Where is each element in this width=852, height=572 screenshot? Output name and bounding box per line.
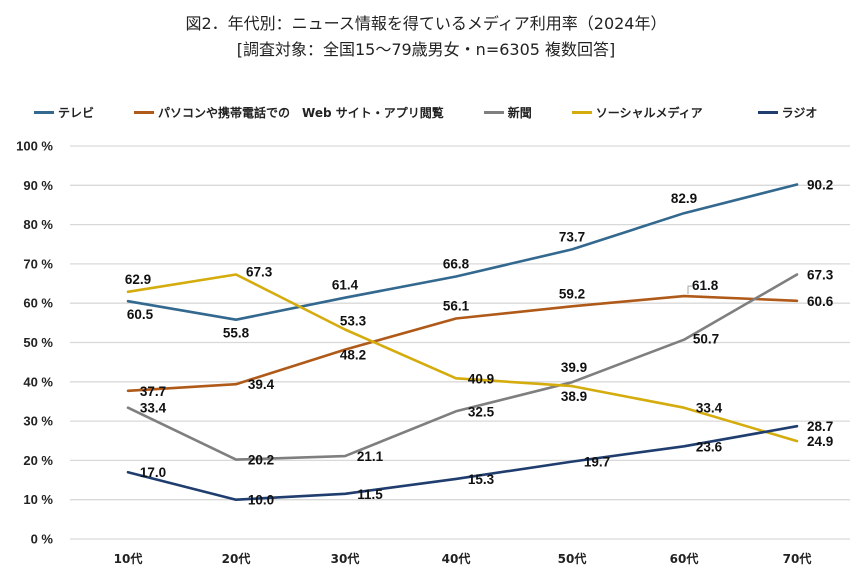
y-tick-label: 10 % <box>23 492 53 507</box>
y-tick-label: 30 % <box>23 414 53 429</box>
chart-title: 図2．年代別：ニュース情報を得ているメディア利用率（2024年） <box>185 14 667 33</box>
y-tick-label: 40 % <box>23 374 53 389</box>
data-label: 33.4 <box>140 401 167 416</box>
data-label: 38.9 <box>561 389 587 404</box>
y-tick-label: 80 % <box>23 217 53 232</box>
data-label: 61.8 <box>692 278 719 293</box>
legend-label-social: ソーシャルメディア <box>595 105 703 120</box>
x-tick-label: 10代 <box>114 551 143 566</box>
legend-item-web: パソコンや携帯電話での Web サイト・アプリ閲覧 <box>134 104 444 121</box>
x-tick-label: 70代 <box>783 551 812 566</box>
x-tick-label: 40代 <box>442 551 471 566</box>
data-label: 66.8 <box>443 256 470 271</box>
data-label: 19.7 <box>584 455 610 470</box>
legend-label-radio: ラジオ <box>781 105 818 120</box>
y-tick-label: 90 % <box>23 178 53 193</box>
data-label: 67.3 <box>246 265 273 280</box>
x-tick-label: 60代 <box>670 551 699 566</box>
data-label: 61.4 <box>332 278 359 293</box>
data-label: 28.7 <box>807 419 833 434</box>
series-line-2 <box>126 273 799 461</box>
data-label: 39.4 <box>248 377 275 392</box>
data-label: 56.1 <box>443 299 470 314</box>
legend-swatch-web <box>134 110 155 114</box>
chart-subtitle: [調査対象：全国15～79歳男女・n=6305 複数回答] <box>236 40 616 59</box>
data-label: 59.2 <box>559 286 585 301</box>
data-label: 55.8 <box>223 326 250 341</box>
legend-label-tv: テレビ <box>58 105 95 120</box>
y-tick-label: 20 % <box>23 453 53 468</box>
data-label: 90.2 <box>807 178 833 193</box>
data-label: 62.9 <box>125 272 151 287</box>
y-tick-label: 0 % <box>31 532 54 547</box>
data-label: 39.9 <box>561 360 587 375</box>
data-label: 82.9 <box>671 191 697 206</box>
data-label: 10.0 <box>248 493 274 508</box>
data-label: 24.9 <box>807 434 833 449</box>
legend-item-radio: ラジオ <box>757 104 818 121</box>
legend-label-web: パソコンや携帯電話での Web サイト・アプリ閲覧 <box>158 105 444 120</box>
legend-item-social: ソーシャルメディア <box>571 104 703 121</box>
data-label: 73.7 <box>559 229 585 244</box>
data-label: 17.0 <box>140 465 166 480</box>
y-tick-label: 50 % <box>23 335 53 350</box>
series-line-1 <box>126 294 799 393</box>
y-tick-label: 60 % <box>23 296 53 311</box>
data-label: 20.2 <box>248 453 274 468</box>
y-tick-label: 70 % <box>23 256 53 271</box>
series-line-3 <box>126 273 799 443</box>
legend: テレビ パソコンや携帯電話での Web サイト・アプリ閲覧 新聞 ソーシャルメデ… <box>34 103 842 121</box>
legend-item-newspaper: 新聞 <box>483 104 532 121</box>
series-line-0 <box>126 183 799 322</box>
data-label: 48.2 <box>340 348 366 363</box>
x-tick-label: 20代 <box>222 551 251 566</box>
data-label: 11.5 <box>357 487 383 502</box>
data-label: 40.9 <box>468 371 494 386</box>
series-line-4 <box>126 424 799 502</box>
data-label: 23.6 <box>696 439 723 454</box>
legend-swatch-tv <box>34 110 54 114</box>
data-label: 32.5 <box>468 404 495 419</box>
legend-swatch-newspaper <box>483 110 504 114</box>
x-tick-label: 30代 <box>331 551 360 566</box>
data-label: 50.7 <box>693 332 719 347</box>
data-label: 33.4 <box>696 401 723 416</box>
legend-label-newspaper: 新聞 <box>507 105 532 120</box>
legend-swatch-radio <box>757 110 778 114</box>
legend-item-tv: テレビ <box>34 104 94 121</box>
data-label: 60.5 <box>127 307 154 322</box>
data-label: 15.3 <box>468 472 495 487</box>
leader-line <box>687 285 692 295</box>
data-label: 60.6 <box>807 294 834 309</box>
data-label: 67.3 <box>807 268 834 283</box>
legend-swatch-social <box>571 110 592 114</box>
y-tick-label: 100 % <box>16 139 53 154</box>
data-label: 37.7 <box>140 384 166 399</box>
x-tick-label: 50代 <box>558 551 587 566</box>
data-label: 21.1 <box>357 449 384 464</box>
data-label: 53.3 <box>340 314 367 329</box>
